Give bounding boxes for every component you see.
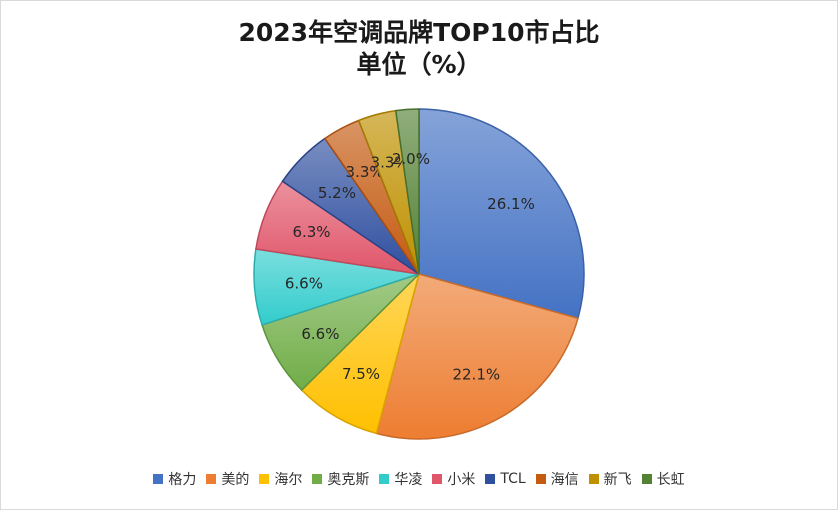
legend-swatch xyxy=(379,474,390,484)
legend: 格力 美的 海尔 奥克斯 华凌 小米 TCL 海信 新飞 长虹 xyxy=(0,469,838,489)
legend-item-7: TCL xyxy=(485,471,526,487)
legend-label: TCL xyxy=(500,471,526,487)
legend-swatch xyxy=(312,474,323,484)
slice-label-9: 3.3% xyxy=(371,153,409,171)
slice-label-7: 5.2% xyxy=(318,184,356,202)
legend-item-8: 海信 xyxy=(535,469,579,489)
pie-slice-2 xyxy=(375,273,579,440)
legend-swatch xyxy=(206,474,217,484)
legend-item-1: 格力 xyxy=(153,469,196,489)
slice-label-2: 22.1% xyxy=(452,365,500,383)
legend-item-2: 美的 xyxy=(206,469,249,489)
legend-swatch xyxy=(259,474,270,484)
legend-label: 奥克斯 xyxy=(327,472,370,488)
slice-label-10: 2.0% xyxy=(392,150,430,168)
chart-title: 2023年空调品牌TOP10市占比 xyxy=(238,18,600,47)
legend-item-3: 海尔 xyxy=(259,469,302,489)
legend-item-9: 新飞 xyxy=(588,469,632,489)
slice-label-4: 6.6% xyxy=(301,325,339,343)
slice-label-5: 6.6% xyxy=(285,274,323,292)
legend-item-5: 华凌 xyxy=(379,469,422,489)
legend-item-10: 长虹 xyxy=(641,469,685,489)
legend-label: 新飞 xyxy=(603,472,632,488)
pie-slice-10 xyxy=(394,108,420,275)
slice-label-1: 26.1% xyxy=(487,195,535,213)
slice-label-6: 6.3% xyxy=(292,223,330,241)
legend-swatch xyxy=(485,474,496,484)
legend-label: 美的 xyxy=(221,472,250,488)
slice-label-8: 3.3% xyxy=(346,163,384,181)
legend-label: 格力 xyxy=(168,472,197,488)
legend-item-6: 小米 xyxy=(432,469,475,489)
legend-label: 长虹 xyxy=(656,472,685,488)
legend-swatch xyxy=(641,474,652,484)
legend-swatch xyxy=(153,474,164,484)
slice-label-3: 7.5% xyxy=(342,365,380,383)
pie-slice-1 xyxy=(418,108,585,320)
legend-label: 小米 xyxy=(447,472,476,488)
legend-item-4: 奥克斯 xyxy=(312,469,369,489)
legend-swatch xyxy=(588,474,599,484)
pie-slice-3 xyxy=(300,271,421,435)
legend-label: 华凌 xyxy=(394,472,423,488)
chart-subtitle: 单位（%） xyxy=(356,50,482,79)
legend-swatch xyxy=(432,474,443,484)
legend-label: 海尔 xyxy=(274,472,303,488)
legend-swatch xyxy=(535,474,546,484)
legend-label: 海信 xyxy=(550,472,579,488)
